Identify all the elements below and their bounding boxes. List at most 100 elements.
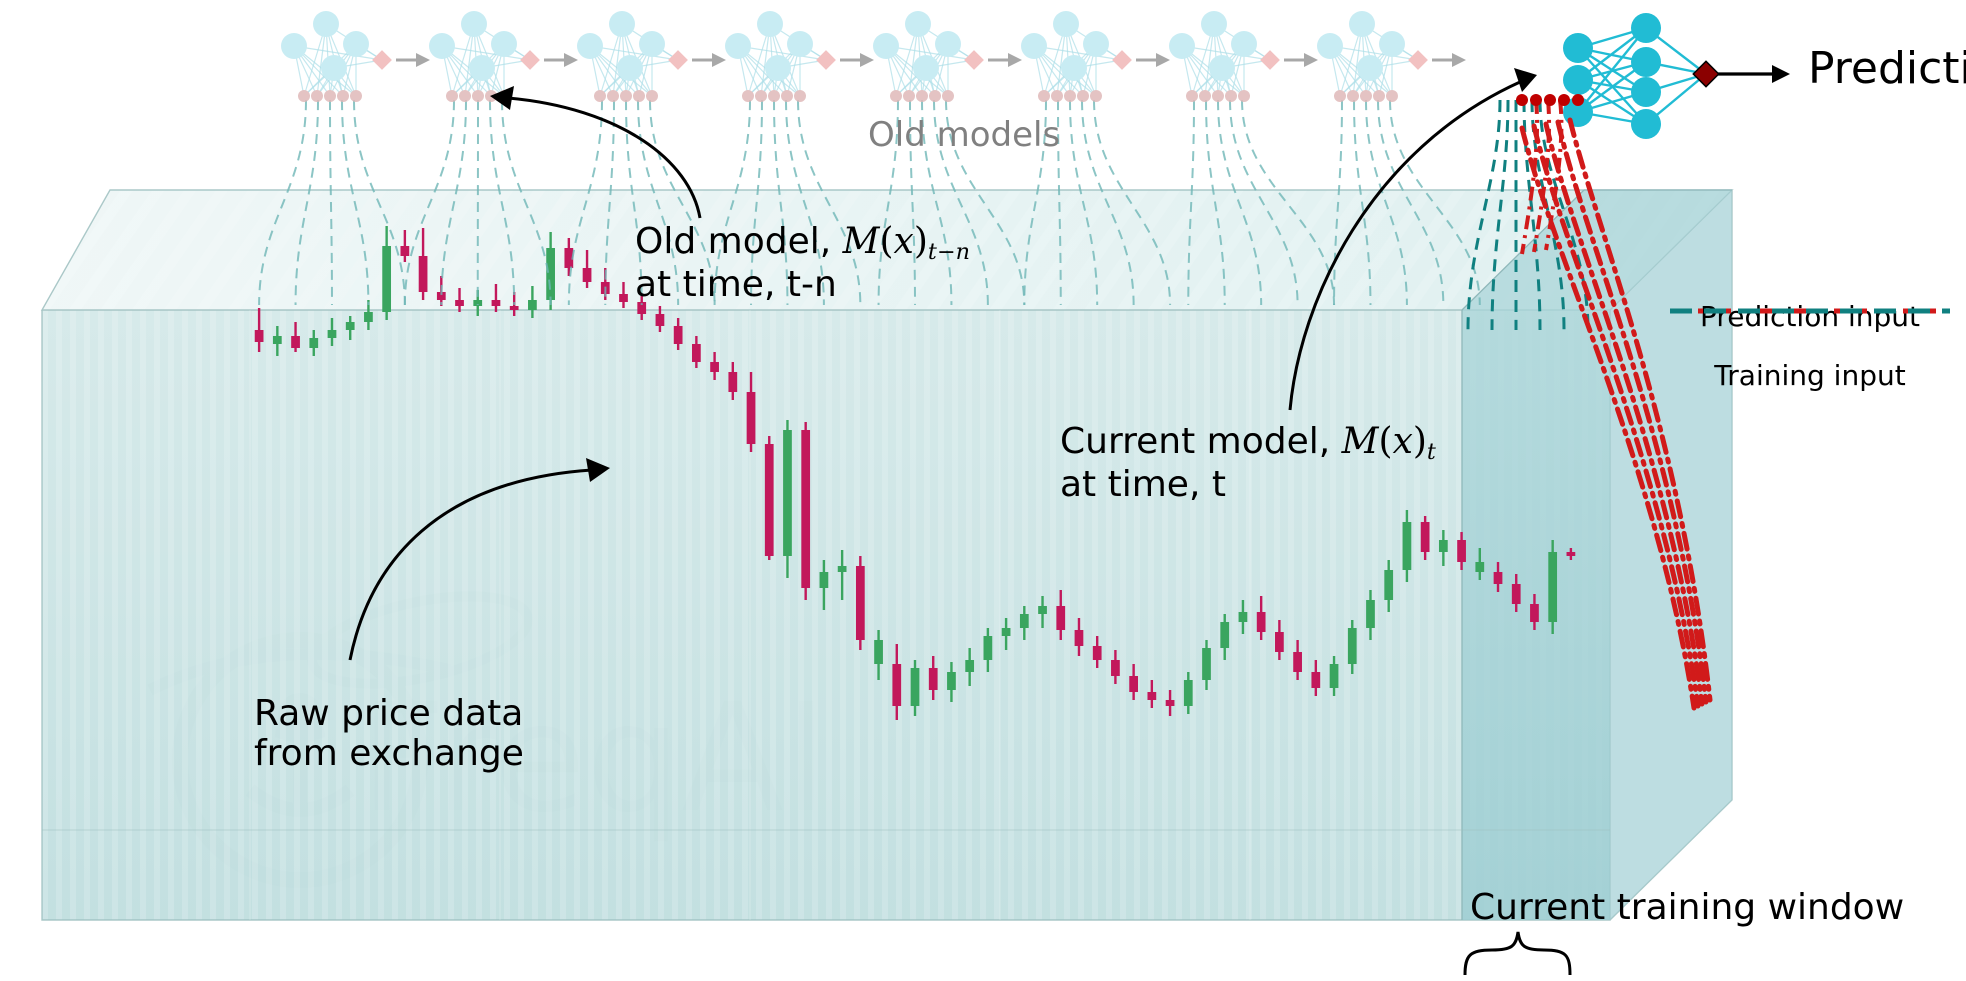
training-input-line	[403, 99, 455, 306]
candle-body	[691, 344, 701, 362]
candle-body	[637, 302, 647, 314]
old-model-input-node	[1334, 90, 1346, 102]
old-model-node	[1021, 33, 1047, 59]
current-training-window-label: Current training window	[1470, 887, 1905, 928]
candle-body	[582, 268, 592, 282]
training-input-line	[1377, 99, 1445, 306]
candle-body	[1366, 600, 1375, 628]
training-input-line	[785, 99, 825, 306]
old-model-node	[787, 31, 813, 57]
candle-body	[874, 640, 883, 664]
old-model-node	[281, 33, 307, 59]
old-model-node	[1053, 11, 1079, 37]
old-model-output-node	[1260, 50, 1280, 70]
old-model-input-node	[633, 90, 645, 102]
old-model-input-node	[1225, 90, 1237, 102]
current-model-text-prefix: Current model,	[1060, 421, 1342, 462]
prediction-input-nodes	[1516, 94, 1584, 106]
old-model-input-node	[1090, 90, 1102, 102]
old-model-node	[429, 33, 455, 59]
candle-body	[309, 338, 319, 348]
candle-body	[1402, 522, 1412, 570]
candle-body	[947, 672, 956, 690]
training-input-line	[797, 99, 862, 306]
candle-body	[965, 660, 975, 672]
candle-body	[783, 430, 792, 556]
old-model-input-node	[472, 90, 484, 102]
candle-body	[546, 248, 555, 300]
training-input-line	[341, 99, 370, 306]
old-model-input-node	[768, 90, 780, 102]
candle-body	[1329, 664, 1339, 688]
candle-body	[345, 322, 355, 330]
candle-body	[291, 336, 300, 348]
candle-body	[455, 300, 464, 306]
candle-body	[1438, 540, 1448, 552]
old-model-network[interactable]	[577, 11, 726, 102]
legend-item-training-input-swatch	[1670, 308, 1950, 314]
old-model-node	[905, 11, 931, 37]
training-input-line	[329, 99, 333, 306]
old-model-network[interactable]	[281, 11, 430, 102]
candle-body	[1165, 700, 1175, 706]
candle-body	[1566, 552, 1576, 556]
old-model-network[interactable]	[1317, 11, 1466, 102]
candle-body	[1548, 552, 1558, 622]
old-model-input-node	[1238, 90, 1250, 102]
legend-item-training-input-label: Training input	[1714, 359, 1906, 392]
old-model-node	[1379, 31, 1405, 57]
candle-body	[400, 246, 410, 256]
old-model-network[interactable]	[1021, 11, 1170, 102]
old-model-node	[461, 11, 487, 37]
old-model-network[interactable]	[725, 11, 874, 102]
old-model-time-line: at time, t-n	[635, 264, 837, 306]
prism-top-texture	[42, 190, 1732, 310]
candle-body	[1129, 676, 1139, 692]
old-model-input-node	[1360, 90, 1372, 102]
old-model-node	[491, 31, 517, 57]
candle-body	[1220, 622, 1230, 648]
training-input-line-current	[1466, 99, 1502, 331]
old-model-input-node	[1186, 90, 1198, 102]
current-model-callout: Current model, M(x)t at time, t	[1060, 421, 1436, 506]
old-model-input-node	[324, 90, 336, 102]
old-model-input-node	[1199, 90, 1211, 102]
candle-body	[1293, 652, 1302, 672]
current-model-network[interactable]	[1563, 13, 1720, 139]
old-model-input-node	[594, 90, 606, 102]
old-model-node	[639, 31, 665, 57]
old-model-node	[765, 55, 791, 81]
old-model-node	[1349, 11, 1375, 37]
old-model-network[interactable]	[1169, 11, 1318, 102]
training-input-line	[604, 99, 615, 306]
training-input-line	[294, 99, 319, 306]
training-input-line	[713, 99, 751, 306]
old-model-node	[609, 11, 635, 37]
candle-body	[1111, 660, 1120, 676]
old-model-input-node	[337, 90, 349, 102]
candle-body	[1384, 570, 1394, 600]
old-model-input-node	[446, 90, 458, 102]
old-model-network[interactable]	[429, 11, 578, 102]
legend-item-prediction-input-label: Prediction input	[1699, 300, 1921, 333]
old-model-input-node	[781, 90, 793, 102]
candle-body	[1092, 646, 1102, 660]
training-input-line	[1229, 99, 1299, 306]
training-input-line	[1205, 99, 1226, 306]
old-model-text-prefix: Old model,	[635, 221, 843, 262]
training-input-line	[773, 99, 789, 306]
raw-price-line-1: Raw price data	[254, 693, 524, 734]
candle-body	[764, 444, 774, 556]
candle-body	[564, 248, 574, 268]
old-model-input-node	[1064, 90, 1076, 102]
old-model-node	[1317, 33, 1343, 59]
old-model-node	[577, 33, 603, 59]
training-input-line	[1057, 99, 1062, 306]
candle-body	[382, 246, 392, 312]
old-model-math: M(x)t−n	[842, 221, 970, 266]
